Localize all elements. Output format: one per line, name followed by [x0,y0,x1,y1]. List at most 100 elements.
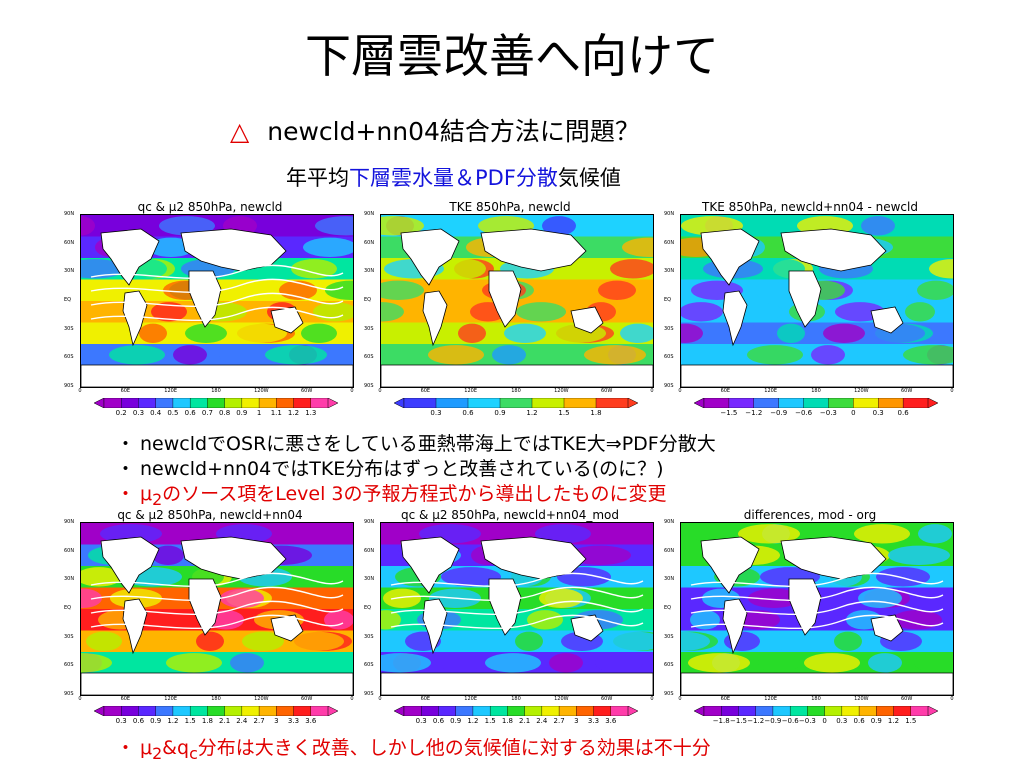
field-patch [914,653,953,673]
panel-title-text: qc & [117,508,149,522]
colorbar-tick-label: −0.6 [781,717,799,725]
panel-tke-newcld: TKE 850hPa, newcld 90N 60N 30N EQ 30S 60S 90S 0 6… [364,200,656,422]
land-mass [480,536,587,580]
lon-label: 0 [678,388,682,394]
lat-label: 90S [64,691,74,697]
land-mass [722,290,748,347]
land-mass [570,306,604,334]
field-patch [504,323,546,343]
colorbar-tick-label: 1.2 [167,717,179,725]
contour-line [390,586,644,602]
lat-label: 60S [64,662,74,669]
land-mass [180,228,287,272]
land-mass [422,290,448,347]
colorbar-swatch [421,706,439,716]
colorbar-tick-label: 1.8 [501,717,513,725]
land-mass [270,614,304,642]
colorbar-swatch [103,706,122,716]
lon-label: 120W [854,696,869,702]
lat-label: 90N [64,519,75,525]
amp-q: &q [162,737,190,759]
lon-label: 60W [601,388,613,394]
lon-label: 120E [764,388,778,394]
colorbar-tick-label: 1.2 [287,409,300,417]
colorbar-tick-label: 0.3 [415,717,427,725]
colorbar-ticks: 0.3 0.6 0.9 1.2 1.5 1.8 [394,409,638,419]
colorbar-swatch [593,706,612,716]
colorbar-swatch [138,706,157,716]
lon-label: 60E [120,696,131,702]
land-mass [870,306,904,334]
colorbar [694,706,938,716]
field-patch [288,631,344,651]
land-mass [180,536,287,580]
land-mass [870,614,904,642]
colorbar-tick-label: −0.9 [764,717,782,725]
land-mass [480,228,587,272]
colorbar-swatch [558,706,577,716]
lat-label: 90S [64,383,74,389]
lat-label: EQ [64,605,72,611]
colorbar-swatch [241,398,260,408]
colorbar-tick-label: −1.2 [745,409,763,417]
land-mass [780,228,887,272]
land-mass [700,536,760,594]
contour-line [90,572,344,588]
subtitle-text: newcld+nn04結合方法に問題？ [267,117,640,146]
field-patch [588,216,636,236]
sub-heading: 年平均下層雲水量＆PDF分散気候値 [286,164,621,192]
panel-title: qc & μ2 850hPa, newcld [64,200,356,215]
map-plot [680,214,954,388]
colorbar-tick-label: 0.6 [897,409,909,417]
field-patch [736,610,780,630]
colorbar-tick-label: 0.7 [201,409,213,417]
field-patch [681,323,703,343]
lon-axis: 0 60E 120E 180 120W 60W 0 [78,388,353,396]
contour-line [90,614,344,630]
colorbar-tick-label: 1.5 [905,717,917,725]
field-patch [681,631,710,651]
colorbar-tick-label: 0.2 [115,409,127,417]
colorbar-tick-label: −1.8 [712,717,730,725]
field-patch [918,524,952,544]
colorbar-tick-label: −0.3 [819,409,837,417]
colorbar-swatch [241,706,260,716]
field-patch [381,545,401,565]
field-patch [381,302,404,322]
field-patch [100,524,162,544]
field-patch [868,653,902,673]
field-patch [607,631,653,651]
colorbar-swatch [858,706,877,716]
field-patch [755,280,785,300]
colorbar-swatch [207,398,226,408]
lon-axis: 0 60E 120E 180 120W 60W 0 [678,388,954,396]
colorbar [94,706,338,716]
colorbar-swatch [841,706,860,716]
panel-title-mu: μ2 [148,508,164,522]
field-patch [534,280,594,300]
colorbar [394,706,638,716]
colorbar-swatch [803,398,829,408]
field-patch [132,631,182,651]
lon-axis: 0 60E 120E 180 120W 60W 0 [78,696,354,704]
lon-label: 0 [350,696,354,702]
colorbar-swatch [772,706,791,716]
lat-label: 60S [664,354,674,361]
field-patch [549,653,583,673]
lat-label: 60S [364,354,374,361]
map-field [681,523,953,695]
panel-title: TKE 850hPa, newcld+nn04 - newcld [664,200,956,215]
map-field [81,215,353,387]
land-mass [188,270,222,328]
field-patch [888,545,950,565]
lon-label: 120E [164,388,178,394]
field-patch [929,259,953,279]
field-patch [302,567,334,587]
field-patch [770,631,820,651]
colorbar [694,398,938,408]
bullet-text: のソース項をLevel 3の予報方程式から導出したものに変更 [162,483,667,505]
land-mass [381,672,653,695]
colorbar-tick-label: 0.4 [150,409,162,417]
lon-label: 180 [811,696,821,702]
lon-label: 0 [950,388,954,394]
